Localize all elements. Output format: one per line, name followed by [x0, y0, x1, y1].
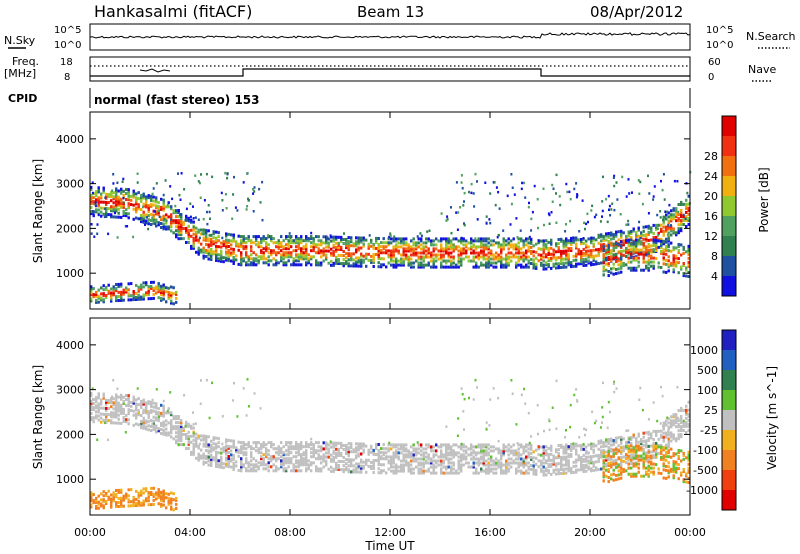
velocity-panel: 1000 2000 3000 4000 Slant Range [km] 1000 50… — [31, 317, 779, 516]
power-ylabel: Slant Range [km] — [31, 159, 45, 263]
y-tick-label: 2000 — [56, 428, 84, 441]
power-frame — [89, 111, 691, 310]
colorbar-tick-label: 4 — [711, 270, 718, 283]
y-tick-label: 4000 — [56, 339, 84, 352]
noise-right-tick-bottom: 10^0 — [706, 40, 733, 51]
freq-panel: Freq. [MHz] 18 8 60 0 Nave — [4, 55, 776, 83]
velocity-frame — [89, 317, 691, 516]
colorbar-swatch — [722, 410, 736, 430]
colorbar-swatch — [722, 430, 736, 450]
y-tick-label: 3000 — [56, 384, 84, 397]
x-tick-label: 04:00 — [174, 526, 206, 539]
colorbar-tick-label: 20 — [704, 190, 718, 203]
colorbar-tick-label: -1000 — [686, 484, 718, 497]
beam-title: Beam 13 — [357, 3, 424, 21]
colorbar-swatch — [722, 216, 736, 236]
nave-label: Nave — [748, 63, 776, 76]
colorbar-tick-label: 16 — [704, 210, 718, 223]
x-tick-label: 20:00 — [574, 526, 606, 539]
power-y-ticks: 1000 2000 3000 4000 — [56, 133, 690, 280]
freq-frame — [89, 56, 691, 82]
x-axis-label: Time UT — [364, 539, 415, 553]
colorbar-swatch — [722, 256, 736, 276]
noise-right-tick-top: 10^5 — [706, 25, 733, 36]
colorbar-tick-label: -100 — [693, 444, 718, 457]
cpid-mode-text: normal (fast stereo) 153 — [94, 93, 260, 107]
station-title: Hankasalmi (fitACF) — [94, 2, 252, 21]
noise-sky-label: N.Sky — [4, 34, 36, 47]
colorbar-swatch — [722, 450, 736, 470]
colorbar-tick-label: 100 — [697, 384, 718, 397]
colorbar-swatch — [722, 330, 736, 350]
date-title: 08/Apr/2012 — [590, 3, 683, 21]
y-tick-label: 2000 — [56, 222, 84, 235]
colorbar-swatch — [722, 390, 736, 410]
velocity-scatter — [90, 378, 690, 512]
colorbar-tick-label: 28 — [704, 150, 718, 163]
colorbar-tick-label: -500 — [693, 464, 718, 477]
y-tick-label: 4000 — [56, 133, 84, 146]
freq-label-line2: [MHz] — [4, 67, 36, 80]
x-tick-label: 08:00 — [274, 526, 306, 539]
colorbar-swatch — [722, 236, 736, 256]
noise-search-label: N.Search — [746, 30, 796, 43]
velocity-ylabel: Slant Range [km] — [31, 365, 45, 469]
cpid-label: CPID — [8, 92, 37, 105]
x-tick-label: 16:00 — [474, 526, 506, 539]
colorbar-swatch — [722, 116, 736, 136]
y-tick-label: 1000 — [56, 473, 84, 486]
cpid-panel: CPID normal (fast stereo) 153 — [8, 88, 691, 108]
colorbar-swatch — [722, 276, 736, 296]
noise-sky-trace — [89, 32, 691, 39]
noise-frame — [89, 23, 691, 51]
freq-tick-top: 18 — [60, 57, 73, 68]
colorbar-swatch — [722, 350, 736, 370]
colorbar-tick-label: -25 — [700, 424, 718, 437]
nave-tick-top: 60 — [708, 57, 721, 68]
nave-tick-bottom: 0 — [708, 72, 714, 83]
velocity-colorbar-label: Velocity [m s^-1] — [765, 366, 779, 470]
velocity-y-ticks: 1000 2000 3000 4000 — [56, 339, 690, 486]
noise-tick-top: 10^5 — [54, 25, 81, 36]
colorbar-tick-label: 1000 — [690, 344, 718, 357]
colorbar-tick-label: 8 — [711, 250, 718, 263]
noise-panel: N.Sky 10^5 10^0 10^5 10^0 N.Search — [4, 23, 796, 51]
colorbar-swatch — [722, 490, 736, 510]
y-tick-label: 1000 — [56, 267, 84, 280]
x-axis-ticks: 00:00 04:00 08:00 12:00 16:00 20:00 00:00 — [74, 112, 706, 539]
colorbar-tick-label: 24 — [704, 170, 718, 183]
power-colorbar-label: Power [dB] — [757, 167, 771, 232]
power-scatter — [90, 170, 692, 306]
x-tick-label: 00:00 — [74, 526, 106, 539]
freq-tick-bottom: 8 — [64, 72, 70, 83]
velocity-colorbar: 1000 500 100 25 -25 -100 -500 -1000 — [686, 329, 737, 511]
colorbar-tick-label: 25 — [704, 404, 718, 417]
colorbar-swatch — [722, 156, 736, 176]
y-tick-label: 3000 — [56, 178, 84, 191]
nave-trace — [90, 68, 690, 77]
noise-tick-bottom: 10^0 — [54, 40, 81, 51]
power-panel: 1000 2000 3000 4000 Slant Range [km] 4 8 12 16… — [31, 111, 771, 310]
colorbar-tick-label: 12 — [704, 230, 718, 243]
colorbar-swatch — [722, 176, 736, 196]
x-tick-label: 12:00 — [374, 526, 406, 539]
power-colorbar: 4 8 12 16 20 24 28 — [704, 115, 737, 297]
colorbar-swatch — [722, 370, 736, 390]
freq-excursion — [139, 68, 171, 73]
colorbar-swatch — [722, 136, 736, 156]
x-tick-label: 00:00 — [674, 526, 706, 539]
colorbar-tick-label: 500 — [697, 364, 718, 377]
colorbar-swatch — [722, 470, 736, 490]
colorbar-swatch — [722, 196, 736, 216]
freq-label-line1: Freq. — [12, 55, 39, 68]
